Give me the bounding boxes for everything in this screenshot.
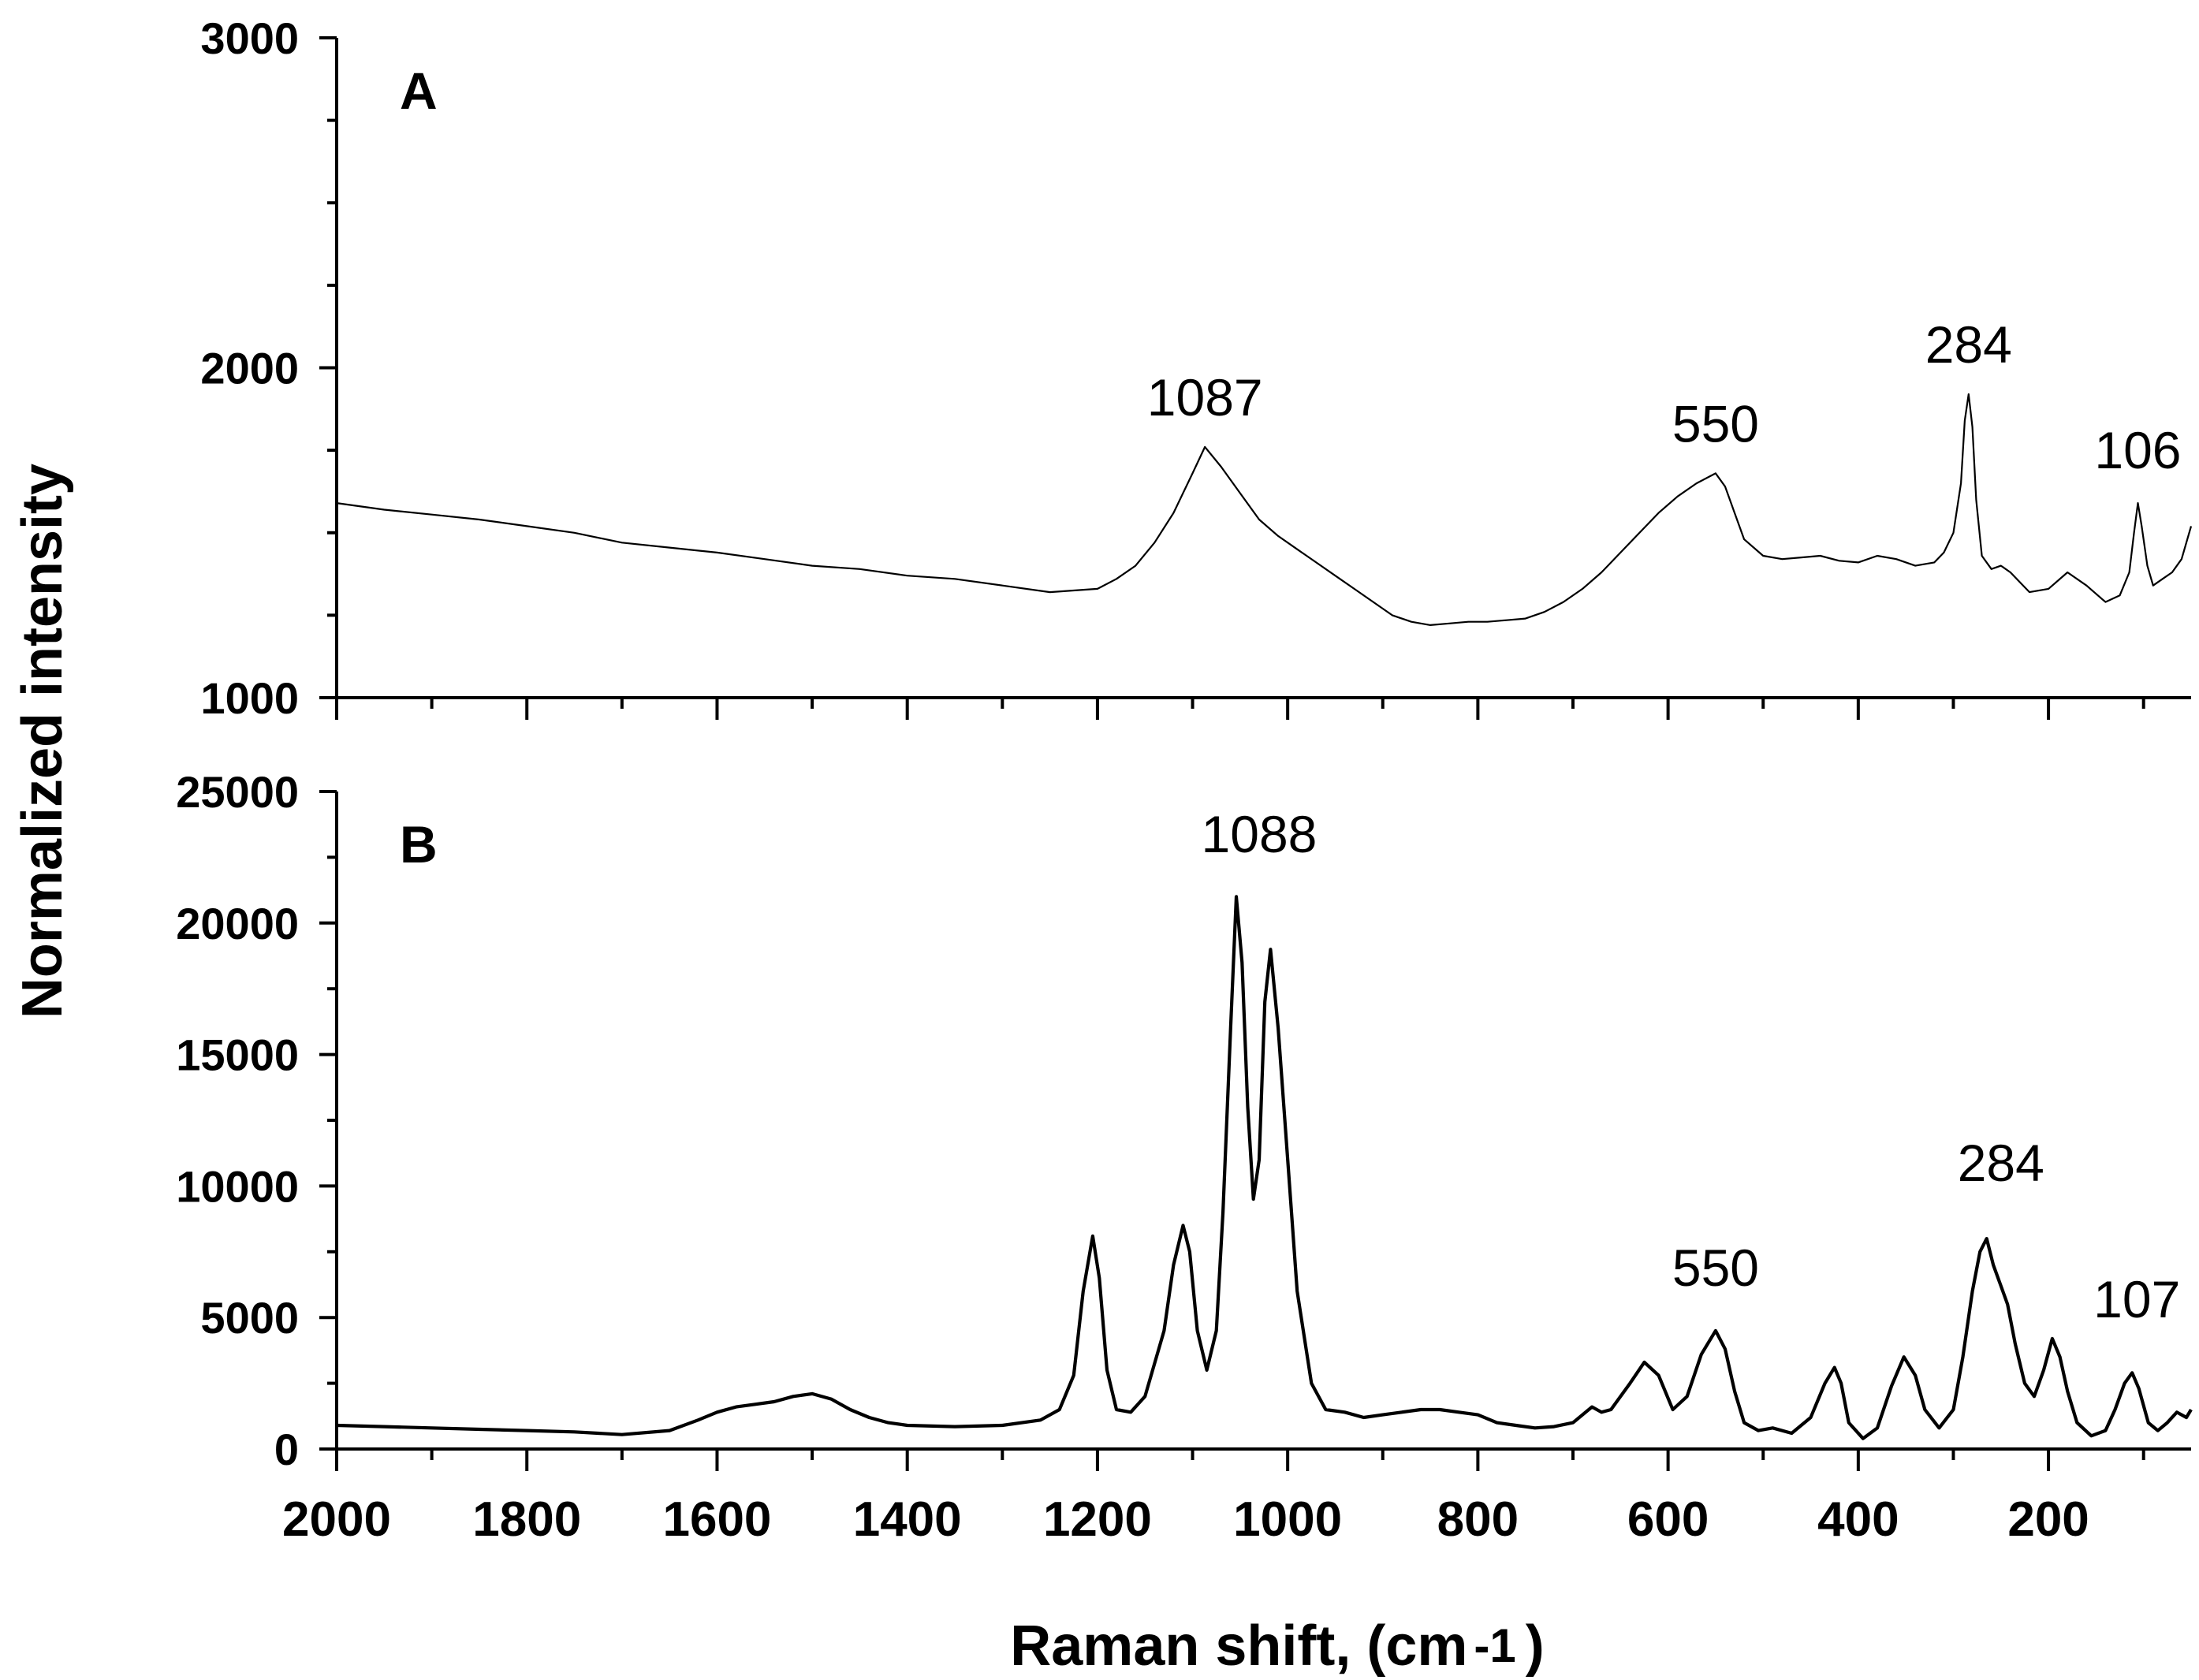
x-axis-title: Raman shift, (cm -1) xyxy=(1010,1615,1544,1678)
y-tick-label: 10000 xyxy=(176,1161,299,1211)
x-axis-title-close: ) xyxy=(1526,1615,1545,1678)
x-tick-label: 400 xyxy=(1817,1492,1899,1547)
shared-axis-titles: Raman shift, (cm -1) Normalized intensity xyxy=(11,464,1545,1678)
panel-label: B xyxy=(400,815,438,874)
peak-annotation: 550 xyxy=(1672,1239,1759,1297)
y-tick-label: 2000 xyxy=(200,344,299,393)
y-tick-label: 15000 xyxy=(176,1030,299,1080)
spectrum-line xyxy=(336,895,2193,1440)
peak-annotation: 284 xyxy=(1958,1134,2044,1192)
x-axis-title-main: Raman shift, (cm xyxy=(1010,1615,1467,1678)
x-axis-title-superscript: -1 xyxy=(1474,1619,1515,1672)
y-tick-label: 25000 xyxy=(176,767,299,817)
peak-annotation: 107 xyxy=(2093,1270,2180,1328)
peak-annotation: 1087 xyxy=(1147,368,1263,427)
peak-annotation: 550 xyxy=(1672,394,1759,453)
x-tick-label: 2000 xyxy=(282,1492,391,1547)
x-tick-label: 600 xyxy=(1627,1492,1709,1547)
peak-annotation: 106 xyxy=(2094,421,2181,479)
panel-b: 0 5000 10000 15000 20000 25000 2000 1800 1600 140… xyxy=(176,767,2193,1547)
y-tick-label: 5000 xyxy=(200,1293,299,1343)
y-tick-label: 3000 xyxy=(200,13,299,63)
x-tick-label: 1800 xyxy=(472,1492,581,1547)
panel-a: 1000 2000 3000 A 1087 550 284 106 xyxy=(200,13,2193,723)
spectrum-line xyxy=(336,393,2193,626)
y-axis-title: Normalized intensity xyxy=(11,464,74,1019)
peak-annotation: 1088 xyxy=(1202,805,1318,863)
x-tick-label: 200 xyxy=(2007,1492,2089,1547)
x-tick-label: 1000 xyxy=(1233,1492,1342,1547)
peak-annotation: 284 xyxy=(1925,315,2012,374)
panel-label: A xyxy=(400,61,438,120)
y-tick-label: 0 xyxy=(274,1425,299,1474)
y-tick-label: 1000 xyxy=(200,673,299,723)
y-tick-label: 20000 xyxy=(176,899,299,948)
x-tick-label: 1400 xyxy=(853,1492,962,1547)
x-tick-label: 1200 xyxy=(1043,1492,1152,1547)
x-tick-label: 1600 xyxy=(662,1492,771,1547)
x-tick-label: 800 xyxy=(1437,1492,1519,1547)
